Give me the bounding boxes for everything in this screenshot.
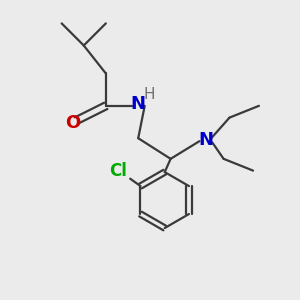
Text: N: N xyxy=(131,95,146,113)
Text: O: O xyxy=(65,115,80,133)
Text: N: N xyxy=(198,131,213,149)
Text: H: H xyxy=(144,87,155,102)
Text: Cl: Cl xyxy=(110,162,128,180)
